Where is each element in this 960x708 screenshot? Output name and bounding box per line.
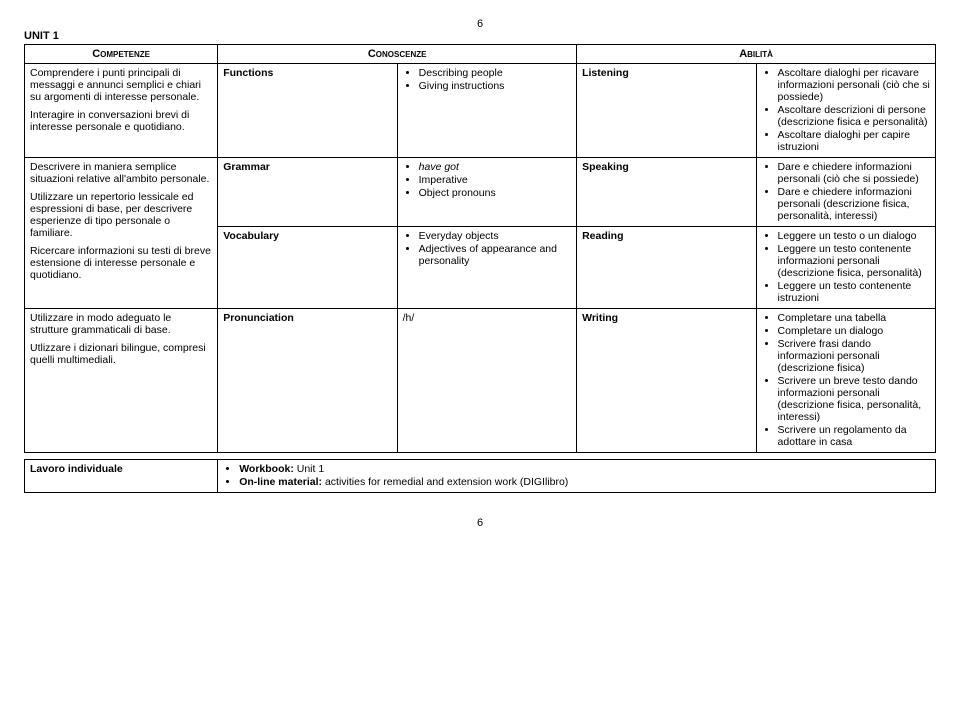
- list-item: Completare un dialogo: [778, 325, 930, 337]
- competenze-text: Comprendere i punti principali di messag…: [30, 67, 212, 103]
- list-item: Object pronouns: [419, 187, 571, 199]
- list-item: Dare e chiedere informazioni personali (…: [778, 161, 930, 185]
- list-item: Everyday objects: [419, 230, 571, 242]
- list-item: Scrivere un breve testo dando informazio…: [778, 375, 930, 423]
- conoscenze-label: Grammar: [218, 158, 397, 227]
- list-item: Adjectives of appearance and personality: [419, 243, 571, 267]
- unit-title: UNIT 1: [24, 30, 936, 42]
- list-item: Ascoltare dialoghi per capire istruzioni: [778, 129, 930, 153]
- abilita-label: Speaking: [577, 158, 756, 227]
- pronunciation-value: /h/: [397, 309, 576, 453]
- list-item: Scrivere un regolamento da adottare in c…: [778, 424, 930, 448]
- list-item: Workbook: Unit 1: [239, 463, 930, 475]
- main-table: Competenze Conoscenze Abilità Comprender…: [24, 44, 936, 453]
- abilita-label: Writing: [577, 309, 756, 453]
- list-item: Ascoltare descrizioni di persone (descri…: [778, 104, 930, 128]
- list-item: Scrivere frasi dando informazioni person…: [778, 338, 930, 374]
- competenze-text: Utilizzare un repertorio lessicale ed es…: [30, 191, 212, 239]
- abilita-label: Reading: [577, 227, 756, 309]
- table-row: Comprendere i punti principali di messag…: [25, 64, 936, 158]
- competenze-text: Utilizzare in modo adeguato le strutture…: [30, 312, 212, 336]
- table-row: Utilizzare in modo adeguato le strutture…: [25, 309, 936, 453]
- list-item: On-line material: activities for remedia…: [239, 476, 930, 488]
- list-item: Dare e chiedere informazioni personali (…: [778, 186, 930, 222]
- conoscenze-label: Vocabulary: [218, 227, 397, 309]
- conoscenze-label: Pronunciation: [218, 309, 397, 453]
- conoscenze-label: Functions: [218, 64, 397, 158]
- header-abilita: Abilità: [577, 45, 936, 64]
- header-conoscenze: Conoscenze: [218, 45, 577, 64]
- list-item: Giving instructions: [419, 80, 571, 92]
- header-competenze: Competenze: [25, 45, 218, 64]
- list-item: Describing people: [419, 67, 571, 79]
- lavoro-table: Lavoro individuale Workbook: Unit 1 On-l…: [24, 459, 936, 493]
- table-row: Descrivere in maniera semplice situazion…: [25, 158, 936, 227]
- list-item: Leggere un testo contenente istruzioni: [778, 280, 930, 304]
- page-number-bottom: 6: [24, 517, 936, 529]
- lavoro-label: Lavoro individuale: [25, 460, 218, 493]
- list-item: Leggere un testo contenente informazioni…: [778, 243, 930, 279]
- competenze-text: Ricercare informazioni su testi di breve…: [30, 245, 212, 281]
- list-item: Leggere un testo o un dialogo: [778, 230, 930, 242]
- list-item: Imperative: [419, 174, 571, 186]
- competenze-text: Descrivere in maniera semplice situazion…: [30, 161, 212, 185]
- abilita-label: Listening: [577, 64, 756, 158]
- list-item: Completare una tabella: [778, 312, 930, 324]
- list-item: have got: [419, 161, 571, 173]
- list-item: Ascoltare dialoghi per ricavare informaz…: [778, 67, 930, 103]
- competenze-text: Utlizzare i dizionari bilingue, compresi…: [30, 342, 212, 366]
- competenze-text: Interagire in conversazioni brevi di int…: [30, 109, 212, 133]
- page-number-top: 6: [24, 18, 936, 30]
